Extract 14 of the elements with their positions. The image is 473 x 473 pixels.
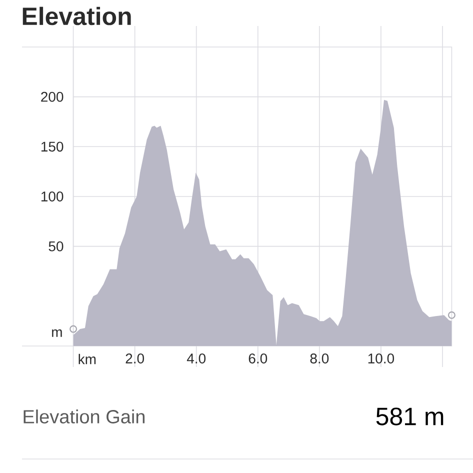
y-tick-label: 50 [48, 241, 64, 252]
y-axis-title: m [52, 329, 62, 337]
x-tick-label: 10.0 [368, 354, 394, 364]
x-tick-label: 4.0 [186, 354, 206, 364]
text: Elevation Gain [24, 410, 145, 424]
y-tick-label: 100 [41, 192, 64, 202]
x-tick-label: 2.0 [126, 354, 144, 364]
text: 581 m [376, 408, 444, 426]
y-tick-label: 150 [41, 142, 64, 152]
x-tick-label: 8.0 [310, 354, 329, 364]
y-tick-label: 200 [41, 92, 64, 102]
x-tick-label: 6.0 [248, 354, 268, 364]
x-axis-title: km [78, 354, 96, 364]
chart-title: Elevation [22, 6, 131, 26]
